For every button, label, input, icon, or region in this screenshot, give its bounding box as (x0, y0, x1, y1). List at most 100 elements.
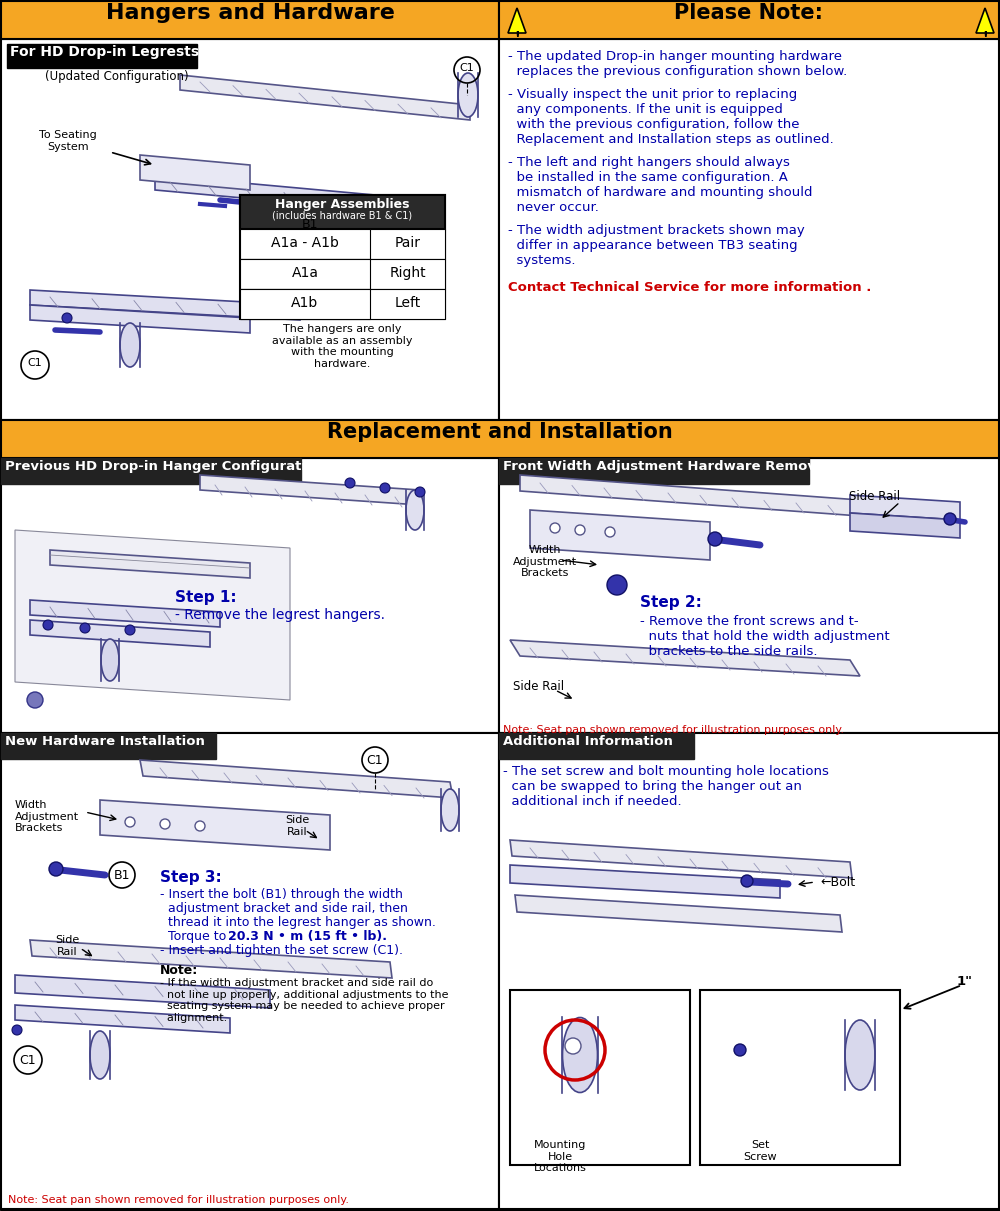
Polygon shape (508, 8, 526, 33)
Text: Pair: Pair (395, 236, 421, 249)
Polygon shape (155, 176, 430, 216)
Bar (240, 229, 445, 259)
Bar (499, 733, 999, 1209)
Bar (1, 733, 499, 1209)
Text: Note:: Note: (160, 964, 198, 977)
Text: ←Bolt: ←Bolt (820, 876, 855, 889)
Text: adjustment bracket and side rail, then: adjustment bracket and side rail, then (160, 902, 408, 916)
Text: - Insert the bolt (B1) through the width: - Insert the bolt (B1) through the width (160, 888, 403, 901)
Circle shape (80, 622, 90, 633)
Circle shape (741, 876, 753, 886)
Ellipse shape (90, 1031, 110, 1079)
Polygon shape (140, 761, 453, 798)
Circle shape (49, 862, 63, 876)
Bar (499, 1, 999, 39)
Polygon shape (50, 550, 250, 578)
Text: - The width adjustment brackets shown may
  differ in appearance between TB3 sea: - The width adjustment brackets shown ma… (508, 224, 805, 266)
Circle shape (605, 527, 615, 536)
Circle shape (380, 483, 390, 493)
Circle shape (27, 691, 43, 708)
Bar (510, 991, 690, 1165)
Polygon shape (200, 475, 420, 505)
Circle shape (565, 1038, 581, 1054)
Text: Left: Left (395, 295, 421, 310)
Text: C1: C1 (460, 63, 474, 73)
Bar (1, 420, 999, 458)
Bar (240, 289, 445, 318)
Text: Side Rail: Side Rail (513, 681, 564, 693)
Circle shape (550, 523, 560, 533)
Text: Note: Seat pan shown removed for illustration purposes only.: Note: Seat pan shown removed for illustr… (503, 725, 844, 735)
Bar (499, 733, 694, 759)
Text: - Remove the front screws and t-
  nuts that hold the width adjustment
  bracket: - Remove the front screws and t- nuts th… (640, 615, 890, 658)
Text: A1a - A1b: A1a - A1b (271, 236, 339, 249)
Circle shape (415, 487, 425, 497)
Text: thread it into the legrest hanger as shown.: thread it into the legrest hanger as sho… (160, 916, 436, 929)
Ellipse shape (120, 323, 140, 367)
Ellipse shape (458, 73, 478, 117)
Text: A1a: A1a (292, 266, 318, 280)
Text: (Updated Configuration): (Updated Configuration) (45, 70, 189, 84)
Bar (700, 991, 900, 1165)
Text: Width
Adjustment
Brackets: Width Adjustment Brackets (15, 800, 79, 833)
Text: - The updated Drop-in hanger mounting hardware
  replaces the previous configura: - The updated Drop-in hanger mounting ha… (508, 50, 847, 78)
Circle shape (12, 1025, 22, 1035)
Polygon shape (15, 530, 290, 700)
Circle shape (607, 575, 627, 595)
Text: Additional Information: Additional Information (503, 735, 673, 748)
Text: Mounting
Hole
Locations: Mounting Hole Locations (534, 1140, 586, 1173)
Circle shape (62, 312, 72, 323)
Bar (499, 458, 999, 733)
Text: Step 3:: Step 3: (160, 869, 222, 885)
Circle shape (345, 478, 355, 488)
Ellipse shape (845, 1020, 875, 1090)
Text: Side
Rail: Side Rail (285, 815, 309, 837)
Text: Contact Technical Service for more information .: Contact Technical Service for more infor… (508, 281, 871, 294)
Polygon shape (510, 865, 780, 899)
Bar (1, 39, 499, 420)
Polygon shape (530, 510, 710, 559)
Text: Hangers and Hardware: Hangers and Hardware (106, 2, 394, 23)
Text: - Insert and tighten the set screw (C1).: - Insert and tighten the set screw (C1). (160, 945, 403, 957)
Ellipse shape (406, 490, 424, 530)
Polygon shape (15, 975, 270, 1008)
Polygon shape (140, 155, 250, 190)
Polygon shape (30, 940, 392, 978)
Bar (1, 458, 301, 484)
Text: B1: B1 (302, 218, 318, 231)
Text: - Remove the legrest hangers.: - Remove the legrest hangers. (175, 608, 385, 622)
Polygon shape (30, 305, 250, 333)
Circle shape (43, 620, 53, 630)
Circle shape (734, 1044, 746, 1056)
Text: Right: Right (390, 266, 426, 280)
Text: Replacement and Installation: Replacement and Installation (327, 421, 673, 442)
Bar (240, 229, 370, 259)
Polygon shape (850, 513, 960, 538)
Bar (240, 195, 445, 318)
Text: Torque to: Torque to (160, 930, 230, 943)
Text: To Seating
System: To Seating System (39, 130, 97, 151)
Bar (7, 44, 197, 68)
Text: The hangers are only
available as an assembly
with the mounting
hardware.: The hangers are only available as an ass… (272, 325, 412, 369)
Text: - The left and right hangers should always
  be installed in the same configurat: - The left and right hangers should alwa… (508, 156, 812, 214)
Text: Width
Adjustment
Brackets: Width Adjustment Brackets (513, 545, 577, 578)
Text: !: ! (514, 30, 520, 44)
Text: Side Rail: Side Rail (849, 490, 900, 503)
Polygon shape (30, 289, 300, 320)
Polygon shape (100, 800, 330, 850)
Bar (499, 458, 809, 484)
Bar (1, 1, 499, 39)
Text: Previous HD Drop-in Hanger Configuration: Previous HD Drop-in Hanger Configuration (5, 460, 325, 474)
Ellipse shape (441, 790, 459, 831)
Circle shape (575, 526, 585, 535)
Text: - The set screw and bolt mounting hole locations
  can be swapped to bring the h: - The set screw and bolt mounting hole l… (503, 765, 829, 808)
Bar (499, 39, 999, 420)
Text: Note: Seat pan shown removed for illustration purposes only.: Note: Seat pan shown removed for illustr… (8, 1195, 349, 1205)
Polygon shape (515, 895, 842, 932)
Bar (240, 259, 370, 289)
Polygon shape (30, 620, 210, 647)
Polygon shape (30, 599, 220, 627)
Text: Step 2:: Step 2: (640, 595, 702, 610)
Circle shape (125, 817, 135, 827)
Circle shape (125, 625, 135, 635)
